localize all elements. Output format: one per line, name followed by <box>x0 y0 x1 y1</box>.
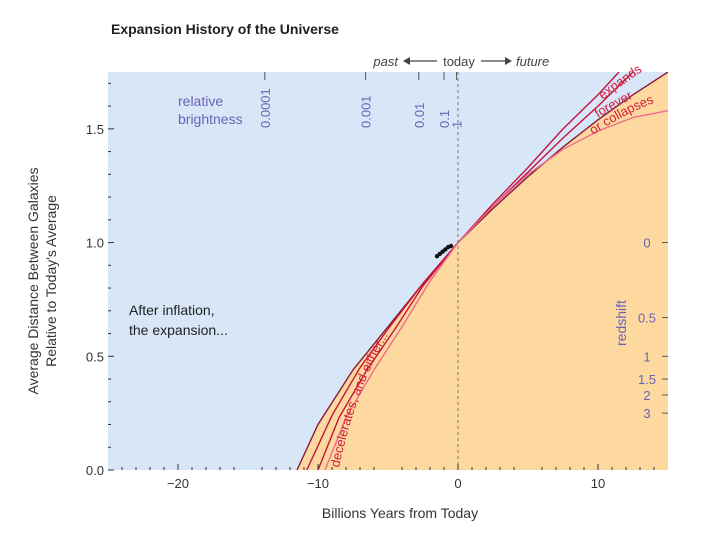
expansion-curve-1 <box>296 72 668 470</box>
today-label: today <box>443 54 475 69</box>
x-tick-label: −20 <box>167 476 189 491</box>
x-tick-label: 10 <box>591 476 605 491</box>
observation-points <box>434 243 454 259</box>
brightness-tick-label: 0.001 <box>359 95 374 128</box>
y-axis-label-line2: Relative to Today's Average <box>43 195 59 367</box>
y-tick-label: 0.5 <box>86 349 104 364</box>
expansion-fill-region <box>297 72 668 470</box>
relative-brightness-label-2: brightness <box>178 111 243 127</box>
redshift-tick-label: 1 <box>643 349 650 364</box>
future-label: future <box>516 54 549 69</box>
redshift-tick-label: 0 <box>643 236 650 251</box>
y-tick-label: 1.5 <box>86 122 104 137</box>
past-label: past <box>372 54 399 69</box>
brightness-tick-label: 1 <box>450 121 465 128</box>
y-tick-label: 0.0 <box>86 463 104 478</box>
x-tick-label: 0 <box>454 476 461 491</box>
brightness-tick-label: 0.1 <box>437 110 452 128</box>
x-axis-label: Billions Years from Today <box>322 505 478 521</box>
observation-point <box>448 243 454 249</box>
brightness-tick-label: 0.01 <box>412 103 427 128</box>
redshift-title: redshift <box>613 300 629 346</box>
expansion-curve-4 <box>324 110 668 470</box>
redshift-tick-label: 3 <box>643 406 650 421</box>
y-tick-label: 1.0 <box>86 236 104 251</box>
brightness-scale: 0.0001 0.001 0.01 0.11 <box>258 72 465 128</box>
y-axis-label-line1: Average Distance Between Galaxies <box>25 168 41 395</box>
brightness-tick-label: 0.0001 <box>258 88 273 128</box>
redshift-tick-label: 2 <box>643 388 650 403</box>
x-axis: −20 −10 0 10 <box>121 464 655 491</box>
redshift-tick-label: 1.5 <box>638 372 656 387</box>
redshift-scale: 0 0.5 1 1.52 3 <box>638 236 668 421</box>
after-inflation-label: After inflation, <box>129 302 215 318</box>
after-inflation-label-2: the expansion... <box>129 322 228 338</box>
chart-title: Expansion History of the Universe <box>111 21 339 37</box>
relative-brightness-label: relative <box>178 93 223 109</box>
future-arrow-head <box>505 57 512 65</box>
x-tick-label: −10 <box>307 476 329 491</box>
redshift-tick-label: 0.5 <box>638 311 656 326</box>
y-axis: 0.0 0.5 1.0 1.5 <box>86 82 114 478</box>
past-arrow-head <box>403 57 410 65</box>
